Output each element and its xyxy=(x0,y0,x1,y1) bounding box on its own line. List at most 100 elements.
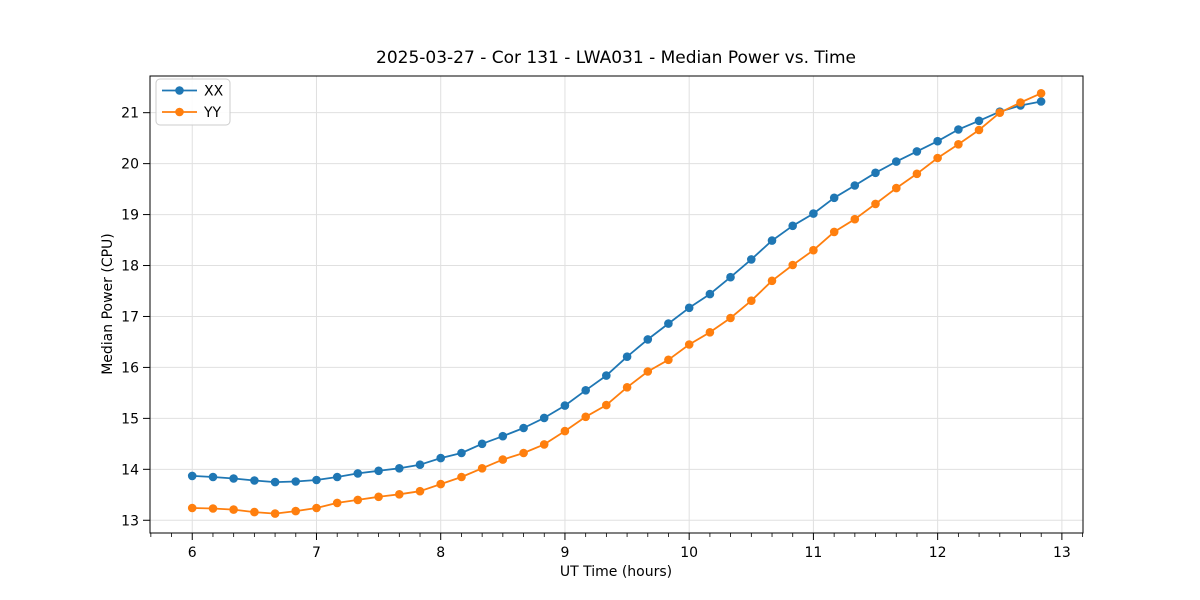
data-point-xx xyxy=(250,476,259,485)
axis-ticks: 6 7 8 9 10 11 12 13 13 14 15 16 17 18 19 20 21 xyxy=(121,106,1084,561)
data-point-xx xyxy=(560,401,570,410)
data-point-xx xyxy=(395,464,404,473)
legend-item-label: YY xyxy=(203,105,222,121)
data-point-yy xyxy=(643,367,653,376)
data-point-yy xyxy=(229,505,238,514)
data-point-xx xyxy=(415,460,425,470)
data-point-yy xyxy=(684,340,694,349)
data-point-yy xyxy=(622,383,632,392)
data-point-yy xyxy=(933,153,942,163)
data-point-xx xyxy=(892,157,901,166)
y-tick-label: 20 xyxy=(121,157,139,173)
data-point-yy xyxy=(270,509,280,518)
legend-item-label: XX xyxy=(204,84,224,100)
x-tick-label: 10 xyxy=(680,545,698,561)
x-tick-label: 9 xyxy=(560,545,569,561)
data-point-yy xyxy=(912,169,922,179)
x-tick-label: 13 xyxy=(1053,545,1071,561)
x-tick-label: 8 xyxy=(436,545,445,561)
legend: XX YY xyxy=(155,78,231,126)
data-point-yy xyxy=(974,125,984,135)
data-point-yy xyxy=(187,503,197,513)
grid-lines xyxy=(150,76,1083,533)
data-point-xx xyxy=(643,335,653,344)
y-tick-label: 19 xyxy=(121,208,139,224)
data-point-xx xyxy=(912,147,922,156)
x-tick-label: 11 xyxy=(804,545,822,561)
data-point-xx xyxy=(809,209,818,218)
data-point-xx xyxy=(353,469,363,478)
legend-marker xyxy=(175,107,184,117)
y-tick-label: 13 xyxy=(121,513,139,529)
y-tick-label: 14 xyxy=(121,462,139,478)
data-point-yy xyxy=(871,199,880,209)
data-series xyxy=(187,89,1046,518)
data-point-xx xyxy=(477,439,487,449)
data-point-yy xyxy=(291,506,301,516)
data-point-xx xyxy=(602,371,611,380)
data-point-yy xyxy=(477,464,487,473)
data-point-xx xyxy=(974,116,984,126)
data-point-yy xyxy=(457,472,466,482)
data-point-yy xyxy=(415,486,425,496)
data-point-xx xyxy=(933,136,942,146)
data-point-yy xyxy=(829,227,839,237)
data-point-yy xyxy=(250,507,259,517)
data-point-yy xyxy=(602,400,611,410)
data-point-xx xyxy=(1036,97,1046,106)
data-point-yy xyxy=(705,328,715,337)
data-point-yy xyxy=(892,183,901,193)
y-tick-label: 17 xyxy=(121,309,139,325)
data-point-yy xyxy=(954,140,963,149)
data-point-yy xyxy=(208,504,218,513)
data-point-yy xyxy=(788,260,797,270)
data-point-xx xyxy=(436,453,446,463)
data-point-yy xyxy=(664,355,673,365)
data-point-yy xyxy=(1036,89,1046,98)
y-tick-label: 21 xyxy=(121,106,139,122)
series-line-yy xyxy=(191,92,1042,515)
legend-marker xyxy=(175,86,184,95)
data-point-xx xyxy=(291,477,301,486)
data-point-xx xyxy=(664,319,673,328)
x-tick-label: 7 xyxy=(312,545,321,561)
data-point-yy xyxy=(767,276,777,286)
data-point-xx xyxy=(270,477,280,487)
data-point-yy xyxy=(726,313,735,323)
data-point-xx xyxy=(829,193,839,203)
data-point-yy xyxy=(1016,98,1025,107)
data-point-yy xyxy=(747,296,756,306)
data-point-xx xyxy=(208,472,218,482)
data-point-xx xyxy=(747,255,756,264)
data-point-xx xyxy=(229,474,238,483)
data-point-yy xyxy=(332,498,342,508)
y-axis-label: Median Power (CPU) xyxy=(100,233,116,375)
data-point-xx xyxy=(788,221,797,231)
data-point-xx xyxy=(519,423,528,433)
axis-labels: 2025-03-27 - Cor 131 - LWA031 - Median P… xyxy=(100,48,856,580)
data-point-yy xyxy=(995,108,1005,117)
data-point-yy xyxy=(498,455,508,464)
chart-title: 2025-03-27 - Cor 131 - LWA031 - Median P… xyxy=(376,48,856,68)
data-point-yy xyxy=(436,479,446,489)
data-point-xx xyxy=(187,471,197,481)
x-tick-label: 12 xyxy=(929,545,947,561)
data-point-xx xyxy=(850,181,860,190)
data-point-xx xyxy=(871,168,880,178)
data-point-yy xyxy=(519,448,528,458)
data-point-xx xyxy=(954,125,963,134)
data-point-xx xyxy=(726,272,735,282)
data-point-xx xyxy=(684,303,694,313)
data-point-xx xyxy=(539,413,549,423)
y-tick-label: 16 xyxy=(121,360,139,376)
data-point-xx xyxy=(622,352,632,362)
data-point-yy xyxy=(581,412,590,422)
data-point-xx xyxy=(312,475,321,485)
data-point-xx xyxy=(457,448,466,458)
data-point-xx xyxy=(705,289,715,299)
y-tick-label: 18 xyxy=(121,259,139,275)
plot-border xyxy=(149,75,1084,534)
data-point-xx xyxy=(374,466,383,476)
